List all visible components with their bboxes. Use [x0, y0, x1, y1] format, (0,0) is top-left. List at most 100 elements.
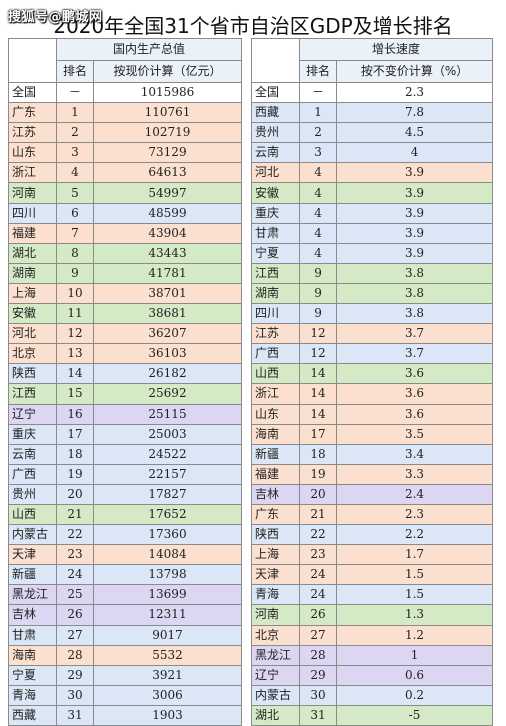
gdp-province-cell: 西藏 — [8, 704, 57, 726]
table-row: 云南 18 24522 新疆 18 3.4 — [8, 443, 494, 465]
growth-rank-cell: 9 — [299, 303, 338, 325]
growth-rank-cell: 20 — [299, 483, 338, 505]
row-separator — [241, 604, 252, 626]
gdp-value-cell: 14084 — [92, 544, 243, 566]
gdp-value-cell: 13798 — [92, 564, 243, 586]
gdp-value-cell: 17652 — [92, 503, 243, 526]
gdp-province-cell: 广东 — [8, 102, 57, 124]
row-separator — [241, 705, 252, 726]
row-separator — [241, 424, 252, 445]
gdp-province-cell: 安徽 — [8, 303, 57, 325]
gdp-value-cell: 102719 — [92, 122, 243, 144]
growth-province-cell: 西藏 — [251, 102, 301, 124]
header-row-group: 国内生产总值 增长速度 — [8, 38, 494, 83]
gdp-province-cell: 福建 — [8, 222, 57, 244]
gdp-rank-cell: 16 — [56, 403, 94, 425]
row-separator — [241, 584, 252, 605]
gdp-province-cell: 天津 — [8, 544, 57, 566]
gdp-rank-cell: 10 — [56, 282, 94, 305]
table-row: 重庆 17 25003 海南 17 3.5 — [8, 423, 494, 445]
gdp-rank-cell: 2 — [56, 122, 94, 144]
gdp-value-cell: 36103 — [92, 343, 243, 365]
growth-rank-cell: 26 — [299, 604, 338, 626]
growth-province-cell: 河南 — [251, 604, 301, 626]
growth-province-cell: 广东 — [251, 503, 301, 526]
gdp-province-cell: 新疆 — [8, 564, 57, 586]
row-separator — [241, 464, 252, 485]
gdp-province-cell: 上海 — [8, 282, 57, 305]
row-separator — [241, 383, 252, 404]
header-growth-value: 按不变价计算（%） — [336, 60, 494, 83]
gdp-rank-cell: 19 — [56, 463, 94, 485]
growth-province-cell: 全国 — [251, 81, 301, 104]
table-row: 河南 5 54997 安徽 4 3.9 — [8, 182, 494, 204]
growth-rank-cell: 4 — [299, 182, 338, 204]
table-row: 山东 3 73129 云南 3 4 — [8, 142, 494, 164]
row-separator — [241, 82, 252, 103]
table-row: 新疆 24 13798 天津 24 1.5 — [8, 564, 494, 586]
growth-value-cell: 4.5 — [336, 122, 494, 144]
growth-value-cell: 1.5 — [336, 564, 494, 586]
growth-value-cell: 7.8 — [336, 102, 494, 124]
growth-value-cell: 3.8 — [336, 262, 494, 284]
gdp-value-cell: 3006 — [92, 684, 243, 706]
growth-value-cell: 3.9 — [336, 182, 494, 204]
gdp-province-cell: 江西 — [8, 383, 57, 405]
growth-province-cell: 浙江 — [251, 383, 301, 405]
row-separator — [241, 504, 252, 525]
gdp-value-cell: 9017 — [92, 624, 243, 646]
growth-rank-cell: 4 — [299, 162, 338, 184]
growth-rank-cell: 19 — [299, 463, 338, 485]
gdp-value-cell: 73129 — [92, 142, 243, 164]
gdp-rank-cell: 5 — [56, 182, 94, 204]
growth-province-cell: 吉林 — [251, 483, 301, 505]
table-row: 辽宁 16 25115 山东 14 3.6 — [8, 403, 494, 425]
growth-province-cell: 甘肃 — [251, 222, 301, 244]
gdp-value-cell: 13699 — [92, 584, 243, 606]
table-row: 浙江 4 64613 河北 4 3.9 — [8, 162, 494, 184]
growth-province-cell: 山东 — [251, 403, 301, 425]
gdp-province-cell: 山东 — [8, 142, 57, 164]
growth-value-cell: 1 — [336, 644, 494, 666]
gdp-value-cell: 43443 — [92, 242, 243, 264]
table-row: 广东 1 110761 西藏 1 7.8 — [8, 102, 494, 124]
growth-province-cell: 江苏 — [251, 323, 301, 345]
table-row: 青海 30 3006 内蒙古 30 0.2 — [8, 684, 494, 706]
gdp-province-cell: 四川 — [8, 202, 57, 224]
table-row: 广西 19 22157 福建 19 3.3 — [8, 463, 494, 485]
row-separator — [241, 544, 252, 565]
gdp-province-cell: 湖南 — [8, 262, 57, 284]
row-separator — [241, 645, 252, 666]
row-separator — [241, 303, 252, 324]
gdp-rank-cell: 9 — [56, 262, 94, 284]
gdp-province-cell: 辽宁 — [8, 403, 57, 425]
growth-value-cell: 3.9 — [336, 222, 494, 244]
growth-rank-cell: － — [299, 81, 338, 104]
table-row: 宁夏 29 3921 辽宁 29 0.6 — [8, 664, 494, 686]
gdp-value-cell: 17827 — [92, 483, 243, 505]
gdp-province-cell: 吉林 — [8, 604, 57, 626]
growth-value-cell: 3.9 — [336, 242, 494, 264]
table-row: 湖北 8 43443 宁夏 4 3.9 — [8, 242, 494, 264]
table-body: 国内生产总值 增长速度 排名 按现价计算（亿元） 排名 按不变价计算（%） 全国… — [8, 38, 494, 726]
growth-value-cell: -5 — [336, 704, 494, 726]
table-row: 上海 10 38701 湖南 9 3.8 — [8, 282, 494, 305]
table-row: 西藏 31 1903 湖北 31 -5 — [8, 704, 494, 726]
row-separator — [241, 444, 252, 465]
growth-rank-cell: 12 — [299, 323, 338, 345]
gdp-value-cell: 3921 — [92, 664, 243, 686]
growth-province-cell: 广西 — [251, 343, 301, 365]
gdp-province-cell: 甘肃 — [8, 624, 57, 646]
gdp-province-cell: 海南 — [8, 644, 57, 666]
header-gdp-group: 国内生产总值 — [55, 38, 243, 61]
gdp-value-cell: 22157 — [92, 463, 243, 485]
table-row: 山西 21 17652 广东 21 2.3 — [8, 503, 494, 526]
table-row: 江西 15 25692 浙江 14 3.6 — [8, 383, 494, 405]
row-separator — [241, 484, 252, 505]
row-separator — [241, 343, 252, 364]
growth-rank-cell: 18 — [299, 443, 338, 465]
growth-rank-cell: 28 — [299, 644, 338, 666]
growth-rank-cell: 22 — [299, 524, 338, 546]
growth-rank-cell: 9 — [299, 262, 338, 284]
gdp-province-cell: 全国 — [8, 81, 57, 104]
